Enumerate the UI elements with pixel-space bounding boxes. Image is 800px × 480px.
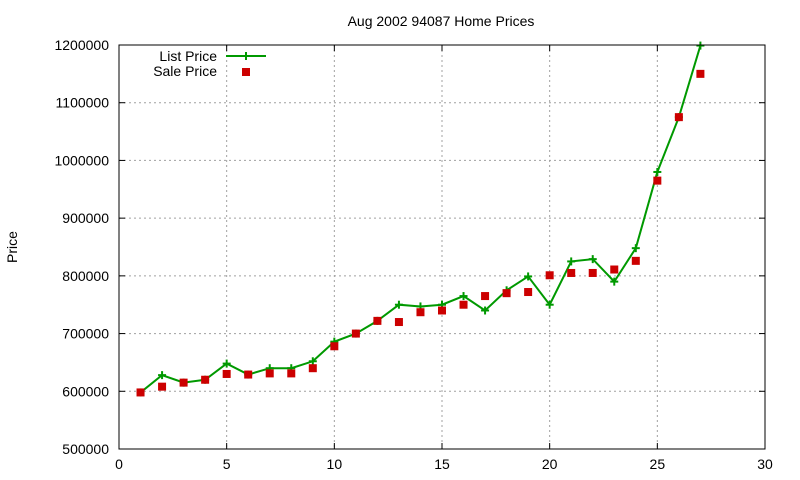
x-tick-label: 10 <box>327 456 343 472</box>
y-axis-label: Price <box>4 231 20 263</box>
chart-title: Aug 2002 94087 Home Prices <box>348 13 535 29</box>
sale-price-point <box>524 288 533 297</box>
list-price-point <box>545 300 554 309</box>
x-tick-label: 5 <box>223 456 231 472</box>
series-layer <box>136 41 705 397</box>
grid <box>119 45 765 449</box>
list-price-point <box>222 359 231 368</box>
y-tick-label: 600000 <box>62 383 109 399</box>
x-tick-label: 15 <box>434 456 450 472</box>
sale-price-point <box>416 308 425 317</box>
list-price-point <box>481 306 490 315</box>
list-price-point <box>158 371 167 380</box>
list-price-point <box>696 41 705 50</box>
legend-label-sale-price: Sale Price <box>153 63 217 79</box>
sale-price-point <box>438 306 446 315</box>
sale-price-point <box>610 265 619 274</box>
legend-label-list-price: List Price <box>159 48 217 64</box>
sale-price-point <box>631 256 640 265</box>
sale-price-point <box>244 370 253 379</box>
sale-price-point <box>201 375 210 384</box>
list-price-point <box>653 167 662 176</box>
sale-price-point <box>674 113 683 122</box>
sale-price-point <box>179 378 188 387</box>
list-price-point <box>308 357 317 366</box>
sale-price-point <box>394 318 403 327</box>
sale-price-point <box>502 289 511 298</box>
sale-price-point <box>308 364 317 373</box>
sale-price-point <box>696 69 705 78</box>
sale-price-point <box>351 329 360 338</box>
x-tick-label: 30 <box>757 456 773 472</box>
list-price-line <box>139 45 702 394</box>
y-tick-label: 700000 <box>62 326 109 342</box>
sale-price-point <box>567 268 576 277</box>
y-tick-label: 1200000 <box>54 37 109 53</box>
y-tick-label: 500000 <box>62 441 109 457</box>
sale-price-point <box>588 268 597 277</box>
sale-price-point <box>136 388 145 397</box>
sale-price-point <box>330 342 339 351</box>
sale-price-point <box>158 382 167 391</box>
list-price-point <box>459 292 468 301</box>
sale-price-point <box>373 316 382 325</box>
ticks: 0 5 10 15 20 25 30 500000 600000 700000 800000 9000… <box>54 37 773 472</box>
x-tick-label: 0 <box>115 456 123 472</box>
x-tick-label: 20 <box>542 456 558 472</box>
list-price-point <box>567 257 576 266</box>
sale-price-point <box>222 369 231 378</box>
sale-price-point <box>287 369 296 378</box>
list-price-point <box>631 244 640 253</box>
y-tick-label: 1000000 <box>54 152 109 168</box>
sale-price-point <box>459 300 468 309</box>
y-tick-label: 1100000 <box>56 95 110 111</box>
sale-price-point <box>653 176 662 185</box>
list-price-point <box>524 272 533 281</box>
y-tick-label: 900000 <box>62 210 109 226</box>
list-price-point <box>588 255 597 264</box>
list-price-point <box>394 300 403 309</box>
x-tick-label: 25 <box>650 456 666 472</box>
sale-price-point <box>545 271 554 280</box>
y-tick-label: 800000 <box>62 268 109 284</box>
legend-swatch-sale-price <box>242 68 250 76</box>
sale-price-point <box>481 292 490 301</box>
list-price-point <box>610 277 619 286</box>
sale-price-point <box>265 369 274 378</box>
